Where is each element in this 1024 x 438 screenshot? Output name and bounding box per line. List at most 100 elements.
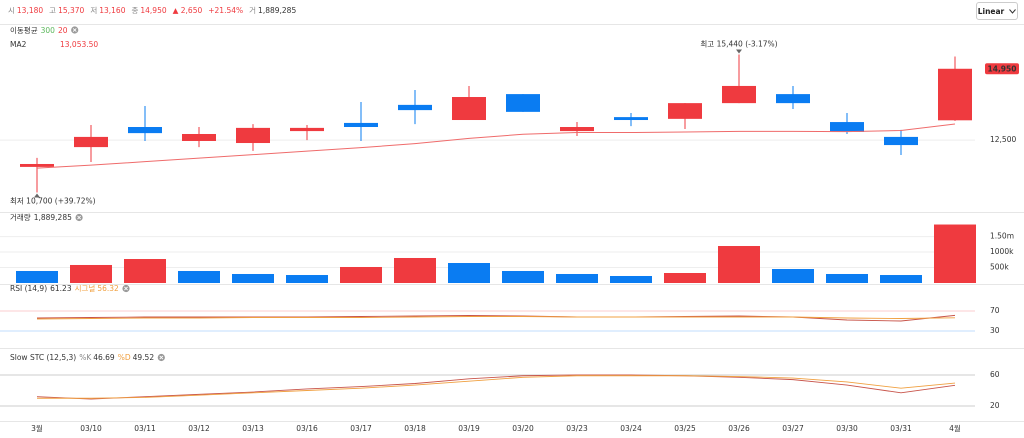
header-label: 저 — [90, 6, 98, 15]
volume-bar — [880, 275, 922, 283]
x-tick-label: 03/11 — [134, 424, 156, 433]
close-icon[interactable] — [157, 353, 165, 362]
rsi-value: 61.23 — [50, 284, 72, 293]
volume-bar — [934, 224, 976, 283]
indicator-legend: 이동평균 300 20 — [10, 25, 68, 35]
header-item: 종 14,950 — [131, 5, 166, 16]
volume-bar — [286, 275, 328, 283]
ma-legend: MA2 13,053.50 — [10, 40, 98, 49]
x-tick-label: 3월 — [31, 423, 43, 433]
x-tick-label: 03/31 — [890, 424, 912, 433]
volume-bar — [124, 259, 166, 283]
panel-separators — [0, 24, 1024, 422]
price-header: 시 13,180 고 15,370 저 13,160 종 14,950 ▲ 2,650 +21.5… — [8, 5, 296, 16]
k-name: %K — [79, 353, 92, 362]
header-label: 종 — [131, 6, 139, 15]
x-tick-label: 03/18 — [404, 424, 426, 433]
scale-button-label[interactable]: Linear — [977, 6, 1005, 16]
dropdown-arrow[interactable] — [1009, 8, 1017, 14]
y-tick-label: 500k — [990, 263, 1009, 272]
header-item: 시 13,180 — [8, 5, 43, 16]
close-icon-x[interactable] — [159, 355, 164, 360]
close-icon[interactable] — [75, 213, 83, 222]
stc-legend: Slow STC (12,5,3) %K 46.69 %D 49.52 — [10, 353, 154, 362]
header-value: 13,180 — [16, 6, 44, 15]
header-value: 13,160 — [99, 6, 126, 15]
y-tick-label: 70 — [990, 306, 1000, 315]
candle-body — [668, 103, 702, 119]
annotation-text: 최고 15,440 (-3.17%) — [700, 38, 777, 48]
volume-value: 1,889,285 — [34, 213, 72, 222]
last-price-tag — [985, 63, 1019, 75]
x-tick-label: 03/25 — [674, 424, 696, 433]
candle-body — [74, 136, 108, 148]
x-tick-label: 03/17 — [350, 424, 372, 433]
header-item: 거 1,889,285 — [249, 5, 296, 16]
d-name: %D — [118, 353, 131, 362]
close-icon-x[interactable] — [124, 286, 128, 291]
header-value: 14,950 — [140, 6, 167, 15]
x-tick-label: 03/16 — [296, 424, 318, 433]
close-icon-x[interactable] — [72, 28, 77, 32]
close-icon[interactable] — [122, 284, 130, 293]
candle-body — [560, 127, 594, 132]
candle-body — [344, 122, 378, 128]
ma-value: 13,053.50 — [60, 40, 98, 49]
ma-name: MA2 — [10, 40, 27, 49]
candle-body — [938, 68, 972, 121]
volume-bar — [610, 276, 652, 283]
scale-button[interactable]: Linear — [976, 2, 1018, 20]
header-change: ▲ 2,650 — [172, 6, 203, 15]
k-value: 46.69 — [93, 353, 115, 362]
x-tick-label: 03/19 — [458, 424, 480, 433]
ma-period: 20 — [58, 26, 68, 35]
x-tick-label: 03/23 — [566, 424, 588, 433]
x-tick-label: 03/10 — [80, 424, 102, 433]
close-icon-x[interactable] — [77, 215, 82, 220]
x-tick-label: 03/30 — [836, 424, 858, 433]
annotation-text: 최저 10,700 (+39.72%) — [10, 196, 96, 206]
stc-title: Slow STC (12,5,3) — [10, 353, 76, 362]
candle-body — [182, 133, 216, 141]
volume-bar — [340, 266, 382, 283]
volume-legend: 거래량 1,889,285 — [10, 213, 72, 222]
header-change-pct: +21.54% — [208, 6, 244, 15]
x-tick-label: 03/13 — [242, 424, 264, 433]
d-value: 49.52 — [133, 353, 155, 362]
candle-body — [236, 127, 270, 144]
candle-body — [20, 163, 54, 167]
candle-body — [290, 127, 324, 132]
candle-body — [398, 104, 432, 111]
header-item: 저 13,160 — [90, 5, 125, 16]
volume-bar — [232, 273, 274, 283]
header-value: 1,889,285 — [258, 6, 297, 15]
rsi-legend: RSI (14,9) 61.23 시그널 56.32 — [10, 284, 119, 293]
y-tick-label: 1000k — [990, 247, 1014, 256]
candle-body — [506, 94, 540, 112]
x-tick-label: 4월 — [949, 423, 961, 433]
volume-bar — [826, 273, 868, 283]
volume-bar — [556, 273, 598, 283]
header-value: 15,370 — [58, 6, 85, 15]
volume-bar — [502, 270, 544, 283]
signal-name: 시그널 — [75, 284, 96, 293]
header-label: 시 — [8, 6, 15, 15]
signal-value: 56.32 — [97, 284, 119, 293]
volume-title: 거래량 — [10, 213, 31, 222]
x-tick-label: 03/26 — [728, 424, 750, 433]
volume-bar — [394, 257, 436, 283]
y-tick-label: 60 — [990, 370, 1000, 379]
volume-bar — [16, 270, 58, 283]
close-icon[interactable] — [71, 26, 79, 34]
y-tick-label: 20 — [990, 401, 1000, 410]
y-tick-label: 12,500 — [990, 135, 1016, 144]
candle-body — [722, 85, 756, 104]
volume-bar — [718, 246, 760, 283]
volume-bar — [70, 264, 112, 283]
y-tick-label: 1.50m — [990, 232, 1014, 241]
last-price-label: 14,950 — [988, 64, 1017, 73]
header-item: 고 15,370 — [49, 5, 84, 16]
indicator-name: 이동평균 — [10, 25, 38, 35]
